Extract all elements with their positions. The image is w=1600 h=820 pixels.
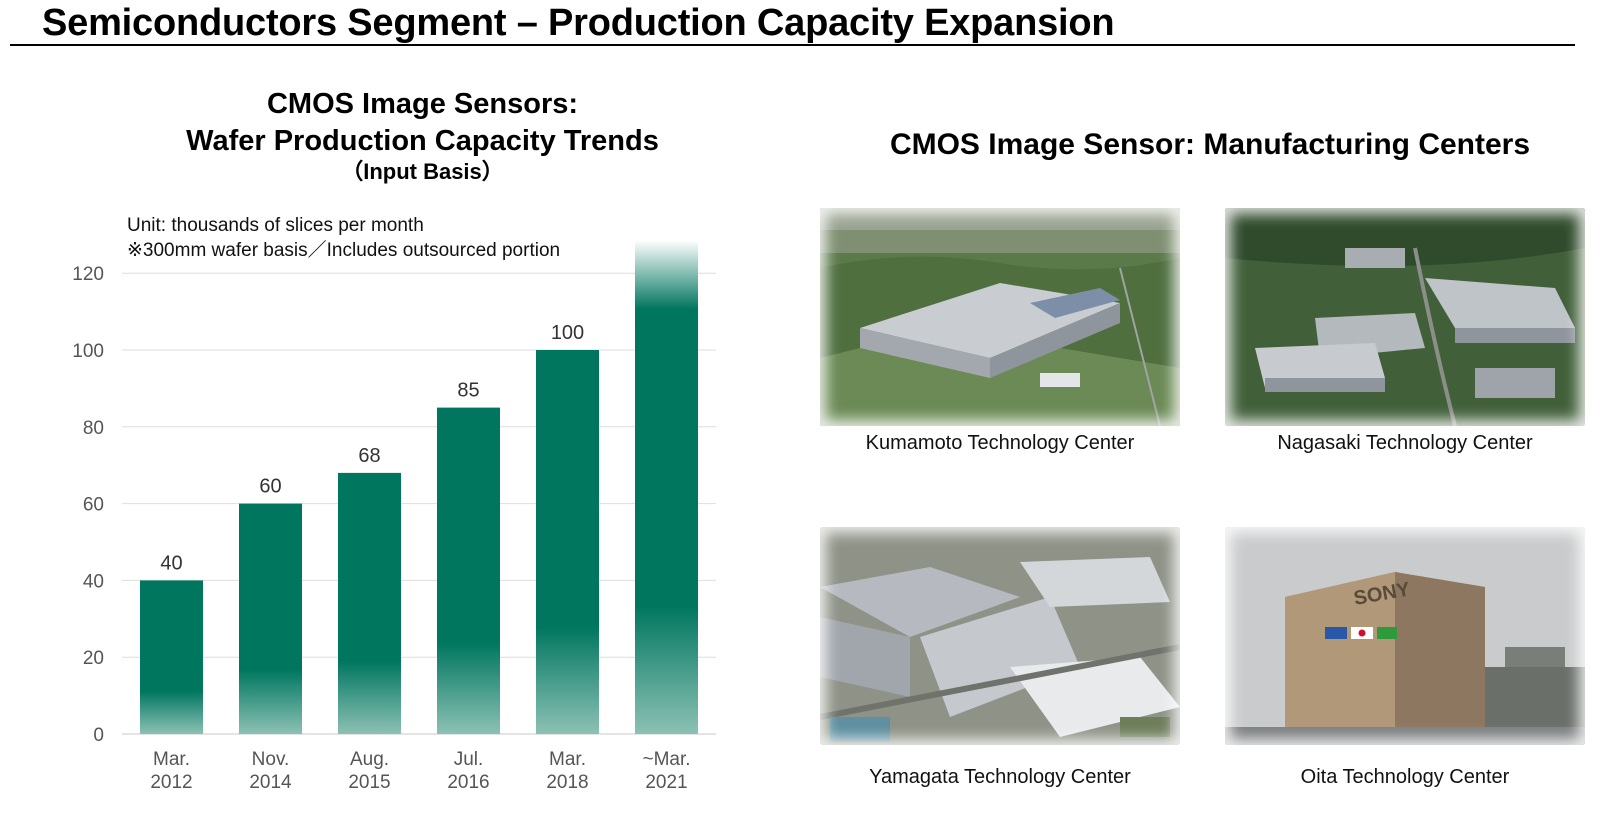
y-tick-label: 100 (72, 341, 104, 362)
chart-unit-note: Unit: thousands of slices per month ※300… (127, 213, 560, 263)
y-tick-label: 40 (83, 571, 104, 592)
bar (140, 580, 203, 734)
y-tick-label: 120 (72, 264, 104, 285)
y-tick-label: 60 (83, 495, 104, 516)
kumamoto-photo (820, 208, 1180, 426)
x-tick-label: Jul. (454, 749, 484, 770)
x-tick-label: Aug. (350, 749, 389, 770)
data-label: 100 (551, 322, 584, 344)
site-card-yamagata: Yamagata Technology Center (820, 527, 1180, 788)
x-tick-label: 2021 (645, 772, 687, 793)
x-tick-label: 2018 (546, 772, 588, 793)
site-card-kumamoto: Kumamoto Technology Center (820, 208, 1180, 454)
centers-title: CMOS Image Sensor: Manufacturing Centers (889, 128, 1531, 161)
oita-photo: SONY (1225, 527, 1585, 745)
data-label: 68 (358, 445, 380, 467)
data-label: 85 (457, 380, 479, 402)
chart-title-line-3: （Input Basis） (341, 159, 504, 184)
x-tick-label: Mar. (153, 749, 190, 770)
x-tick-label: 2015 (348, 772, 390, 793)
y-tick-label: 20 (83, 648, 104, 669)
chart-note-basis: ※300mm wafer basis／Includes outsourced p… (127, 240, 561, 261)
x-tick-label: 2016 (447, 772, 489, 793)
site-card-nagasaki: Nagasaki Technology Center (1225, 208, 1585, 454)
y-tick-label: 80 (83, 418, 104, 439)
title-divider (10, 44, 1575, 46)
data-label: 60 (259, 476, 281, 498)
bar (635, 240, 698, 734)
x-tick-label: Nov. (252, 749, 290, 770)
bar (338, 472, 401, 734)
chart-note-unit: Unit: thousands of slices per month (127, 215, 424, 236)
capacity-bar-chart: 02040608010012040Mar.201260Nov.201468Aug… (72, 240, 716, 793)
chart-title: CMOS Image Sensors: Wafer Production Cap… (120, 86, 725, 186)
x-tick-label: 2014 (249, 772, 292, 793)
chart-title-line-2: Wafer Production Capacity Trends (186, 125, 659, 157)
x-tick-label: Mar. (549, 749, 586, 770)
chart-title-line-1: CMOS Image Sensors: (266, 88, 579, 120)
nagasaki-photo (1225, 208, 1585, 426)
bar (437, 407, 500, 734)
yamagata-photo (820, 527, 1180, 745)
data-label: 40 (160, 552, 182, 574)
x-tick-label: ~Mar. (642, 749, 690, 770)
site-card-oita: SONY Oita Technology Center (1225, 527, 1585, 788)
site-caption-kumamoto: Kumamoto Technology Center (865, 432, 1135, 454)
y-tick-label: 0 (93, 725, 104, 746)
bar (536, 350, 599, 734)
page-title: Semiconductors Segment – Production Capa… (42, 2, 1115, 44)
x-tick-label: 2012 (150, 772, 192, 793)
site-caption-yamagata: Yamagata Technology Center (869, 766, 1131, 788)
bar (239, 503, 302, 734)
site-caption-oita: Oita Technology Center (1300, 766, 1510, 788)
site-caption-nagasaki: Nagasaki Technology Center (1277, 432, 1533, 454)
